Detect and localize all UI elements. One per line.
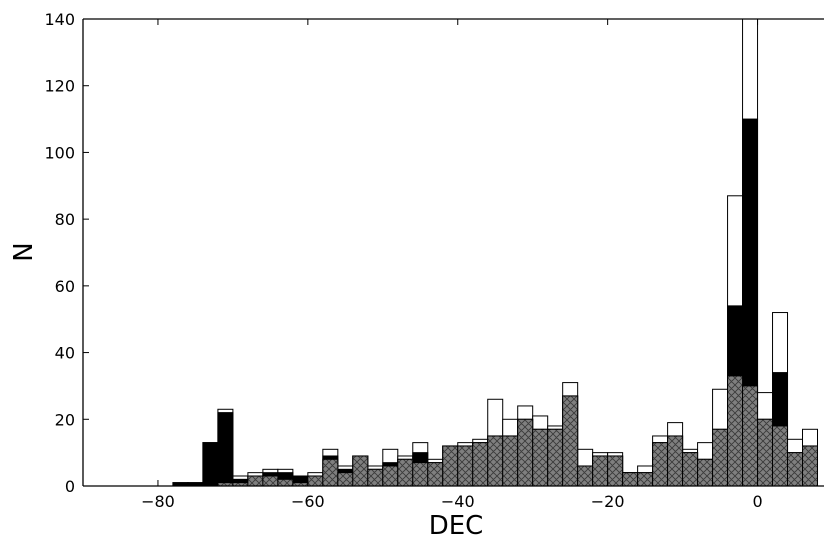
bar-gray-crosshatch: [787, 452, 804, 487]
series-white: [172, 18, 819, 487]
bar-gray-crosshatch: [277, 478, 294, 487]
bar-black: [217, 412, 234, 487]
bar-gray-crosshatch: [577, 465, 594, 487]
tick-marks: [83, 18, 759, 487]
bar-black: [202, 442, 219, 487]
bar-gray-crosshatch: [457, 445, 474, 487]
bar-gray-crosshatch: [307, 475, 324, 487]
bar-gray-crosshatch: [502, 435, 519, 487]
bar-gray-crosshatch: [682, 452, 699, 487]
series-gray-crosshatch: [217, 375, 819, 487]
bar-gray-crosshatch: [517, 418, 534, 487]
bar-gray-crosshatch: [322, 458, 339, 487]
bar-gray-crosshatch: [427, 462, 444, 487]
y-tick-label: 100: [44, 143, 75, 162]
bar-gray-crosshatch: [802, 445, 819, 487]
y-tick-label: 80: [55, 210, 75, 229]
y-tick-label: 20: [55, 410, 75, 429]
bar-gray-crosshatch: [412, 462, 429, 487]
bar-gray-crosshatch: [562, 395, 579, 487]
y-tick-label: 120: [44, 77, 75, 96]
bar-gray-crosshatch: [247, 475, 264, 487]
bar-gray-crosshatch: [382, 465, 399, 487]
axes: [82, 18, 824, 487]
bar-gray-crosshatch: [352, 455, 369, 487]
y-tick-label: 140: [44, 10, 75, 29]
bar-gray-crosshatch: [667, 435, 684, 487]
x-axis-label: DEC: [429, 511, 484, 541]
tick-labels: −80 −60 −40 −20 0 0 20 40 60 80 100 120 140: [44, 10, 762, 511]
bar-gray-crosshatch: [742, 385, 759, 487]
bar-gray-crosshatch: [472, 442, 489, 487]
bar-gray-crosshatch: [532, 428, 549, 487]
y-axis-label: N: [9, 242, 39, 261]
bar-gray-crosshatch: [757, 418, 774, 487]
bar-gray-crosshatch: [772, 425, 789, 487]
y-tick-label: 0: [65, 477, 75, 496]
bar-gray-crosshatch: [712, 428, 729, 487]
y-tick-label: 60: [55, 277, 75, 296]
bar-gray-crosshatch: [262, 475, 279, 487]
bar-gray-crosshatch: [697, 458, 714, 487]
bar-gray-crosshatch: [622, 472, 639, 487]
x-tick-label: 0: [752, 492, 762, 511]
x-tick-label: −40: [441, 492, 475, 511]
bar-gray-crosshatch: [727, 375, 744, 487]
bar-gray-crosshatch: [442, 445, 459, 487]
bar-gray-crosshatch: [547, 428, 564, 487]
bar-gray-crosshatch: [607, 455, 624, 487]
y-tick-label: 40: [55, 344, 75, 363]
x-tick-label: −20: [591, 492, 625, 511]
bar-gray-crosshatch: [397, 458, 414, 487]
bar-gray-crosshatch: [592, 455, 609, 487]
histogram-bars: [172, 18, 819, 487]
bar-gray-crosshatch: [367, 468, 384, 487]
bar-gray-crosshatch: [487, 435, 504, 487]
x-tick-label: −80: [141, 492, 175, 511]
x-tick-label: −60: [291, 492, 325, 511]
bar-gray-crosshatch: [337, 472, 354, 487]
bar-gray-crosshatch: [637, 472, 654, 487]
bar-gray-crosshatch: [652, 442, 669, 487]
